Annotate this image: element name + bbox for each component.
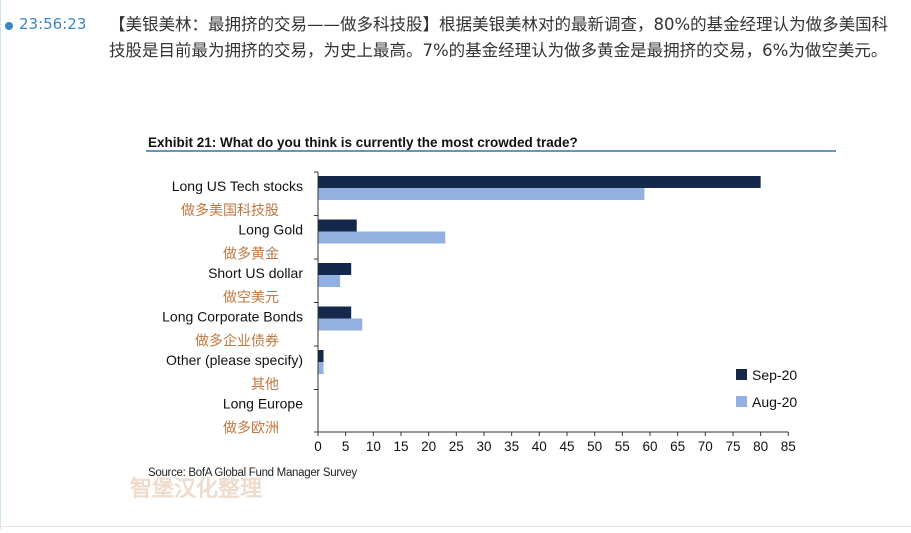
x-tick-label: 20 <box>421 439 436 454</box>
watermark: 智堡汉化整理 <box>130 476 262 502</box>
category-label: Long Corporate Bonds <box>162 309 303 325</box>
x-tick-label: 10 <box>366 439 381 454</box>
bar-aug-20 <box>318 318 363 331</box>
bar-sep-20 <box>318 263 352 275</box>
timeline-line <box>0 0 1 529</box>
timeline-dot-icon <box>5 22 13 30</box>
legend-swatch <box>736 369 747 380</box>
x-tick-label: 35 <box>504 439 519 454</box>
x-tick-label: 0 <box>314 439 322 454</box>
category-label-cn: 做多黄金 <box>223 246 279 263</box>
bar-sep-20 <box>318 350 324 362</box>
x-tick-label: 30 <box>476 439 491 454</box>
bar-sep-20 <box>318 306 352 319</box>
x-tick-label: 25 <box>449 439 464 454</box>
category-label: Short US dollar <box>208 265 303 281</box>
bar-sep-20 <box>318 219 357 232</box>
category-label-cn: 做多美国科技股 <box>181 202 279 219</box>
x-tick-label: 15 <box>393 439 408 454</box>
x-tick-label: 70 <box>698 439 713 454</box>
category-label-cn: 做多企业债券 <box>195 333 279 350</box>
x-tick-label: 45 <box>559 439 574 454</box>
category-label: Other (please specify) <box>166 352 303 368</box>
bar-sep-20 <box>318 176 761 188</box>
x-tick-label: 50 <box>587 439 602 454</box>
category-label: Long Gold <box>238 222 303 238</box>
x-tick-label: 85 <box>781 439 796 454</box>
x-tick-label: 80 <box>753 439 768 454</box>
bar-aug-20 <box>318 231 446 244</box>
legend-swatch <box>736 396 747 407</box>
news-timestamp: 23:56:23 <box>19 15 87 33</box>
legend-label: Sep-20 <box>752 367 797 383</box>
category-label-cn: 做多欧洲 <box>223 420 279 437</box>
category-label: Long US Tech stocks <box>172 178 303 194</box>
x-tick-label: 55 <box>615 439 630 454</box>
category-label-cn: 做空美元 <box>223 290 279 306</box>
legend-label: Aug-20 <box>752 394 797 410</box>
item-divider <box>0 526 911 527</box>
news-text: 【美银美林：最拥挤的交易——做多科技股】根据美银美林对的最新调查，80%的基金经… <box>109 15 889 60</box>
chart-source: Source: BofA Global Fund Manager Survey <box>148 467 357 479</box>
bar-aug-20 <box>318 362 324 374</box>
chart-title: Exhibit 21: What do you think is current… <box>148 135 578 150</box>
x-tick-label: 60 <box>642 439 657 454</box>
x-tick-label: 75 <box>725 439 740 454</box>
category-label-cn: 其他 <box>251 377 279 393</box>
category-label: Long Europe <box>223 396 303 412</box>
bar-aug-20 <box>318 275 341 287</box>
x-tick-label: 40 <box>532 439 547 454</box>
bar-aug-20 <box>318 188 645 200</box>
x-tick-label: 5 <box>342 439 350 454</box>
x-tick-label: 65 <box>670 439 685 454</box>
